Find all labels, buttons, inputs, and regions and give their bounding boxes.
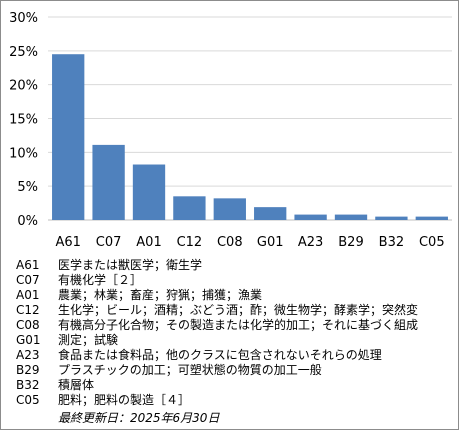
legend-code: G01	[16, 333, 41, 347]
legend-description: 積層体	[58, 378, 95, 392]
legend-code: C07	[16, 273, 40, 287]
x-tick-label: B32	[379, 235, 404, 250]
x-tick-label: G01	[257, 235, 284, 250]
legend-row: B32 積層体	[16, 378, 452, 393]
bar	[375, 216, 408, 220]
legend-row: G01 測定；試験	[16, 333, 452, 348]
legend-row: A61 医学または獣医学；衛生学	[16, 258, 452, 273]
x-tick-label: C07	[96, 235, 122, 250]
bar-chart: 0% 5% 10% 15% 20% 25% 30% A61 C07 A01 C12 C08 G01 A23…	[9, 11, 452, 250]
last-updated-text: 最終更新日：2025年6月30日	[58, 411, 220, 425]
y-tick-label: 25%	[9, 45, 38, 60]
legend-code: C08	[16, 318, 40, 332]
y-tick-label: 30%	[9, 11, 38, 26]
legend-description: 生化学；ビール；酒精；ぶどう酒；酢；微生物学；酵素学；突然変	[58, 303, 419, 317]
legend-description: 有機高分子化合物；その製造または化学的加工；それに基づく組成	[58, 318, 419, 332]
legend-row: C05 肥料；肥料の製造［４］	[16, 393, 452, 408]
bar	[294, 214, 327, 220]
legend-code: A01	[16, 288, 40, 302]
legend-row: C12 生化学；ビール；酒精；ぶどう酒；酢；微生物学；酵素学；突然変	[16, 303, 452, 318]
x-tick-label: A01	[136, 235, 161, 250]
y-tick-label: 10%	[9, 146, 38, 161]
legend-row: B29 プラスチックの加工；可塑状態の物質の加工一般	[16, 363, 452, 378]
legend-description: 有機化学［２］	[58, 273, 143, 287]
legend-description: プラスチックの加工；可塑状態の物質の加工一般	[58, 363, 322, 377]
y-tick-label: 0%	[17, 214, 38, 229]
legend-description: 食品または食料品；他のクラスに包含されないそれらの処理	[58, 348, 382, 362]
legend-code: C12	[16, 303, 40, 317]
legend-code: A23	[16, 348, 40, 362]
legend-description: 医学または獣医学；衛生学	[58, 258, 203, 272]
y-tick-label: 20%	[9, 79, 38, 94]
x-tick-label: A61	[55, 235, 80, 250]
legend-description: 農業；林業；畜産；狩猟；捕獲；漁業	[58, 288, 263, 302]
legend: A61 医学または獣医学；衛生学 C07 有機化学［２］ A01 農業；林業；畜産；狩…	[16, 258, 452, 408]
legend-code: B32	[16, 378, 40, 392]
legend-description: 肥料；肥料の製造［４］	[58, 393, 191, 407]
x-tick-label: C05	[419, 235, 445, 250]
bar	[334, 214, 368, 220]
legend-code: C05	[16, 393, 40, 407]
legend-description: 測定；試験	[58, 333, 119, 347]
x-tick-label: C12	[177, 235, 203, 250]
legend-row: C08 有機高分子化合物；その製造または化学的加工；それに基づく組成	[16, 318, 452, 333]
bar	[92, 144, 125, 220]
y-tick-label: 15%	[9, 113, 38, 128]
x-tick-label: C08	[217, 235, 243, 250]
bar	[132, 164, 166, 220]
bar	[213, 198, 246, 220]
bar	[52, 54, 85, 220]
bar	[254, 207, 287, 220]
legend-row: A01 農業；林業；畜産；狩猟；捕獲；漁業	[16, 288, 452, 303]
legend-code: B29	[16, 363, 40, 377]
legend-row: C07 有機化学［２］	[16, 273, 452, 288]
x-tick-label: B29	[338, 235, 363, 250]
bar	[173, 196, 206, 220]
legend-code: A61	[16, 258, 40, 272]
x-tick-label: A23	[298, 235, 323, 250]
bar	[415, 216, 448, 220]
y-tick-label: 5%	[17, 180, 38, 195]
legend-row: A23 食品または食料品；他のクラスに包含されないそれらの処理	[16, 348, 452, 363]
